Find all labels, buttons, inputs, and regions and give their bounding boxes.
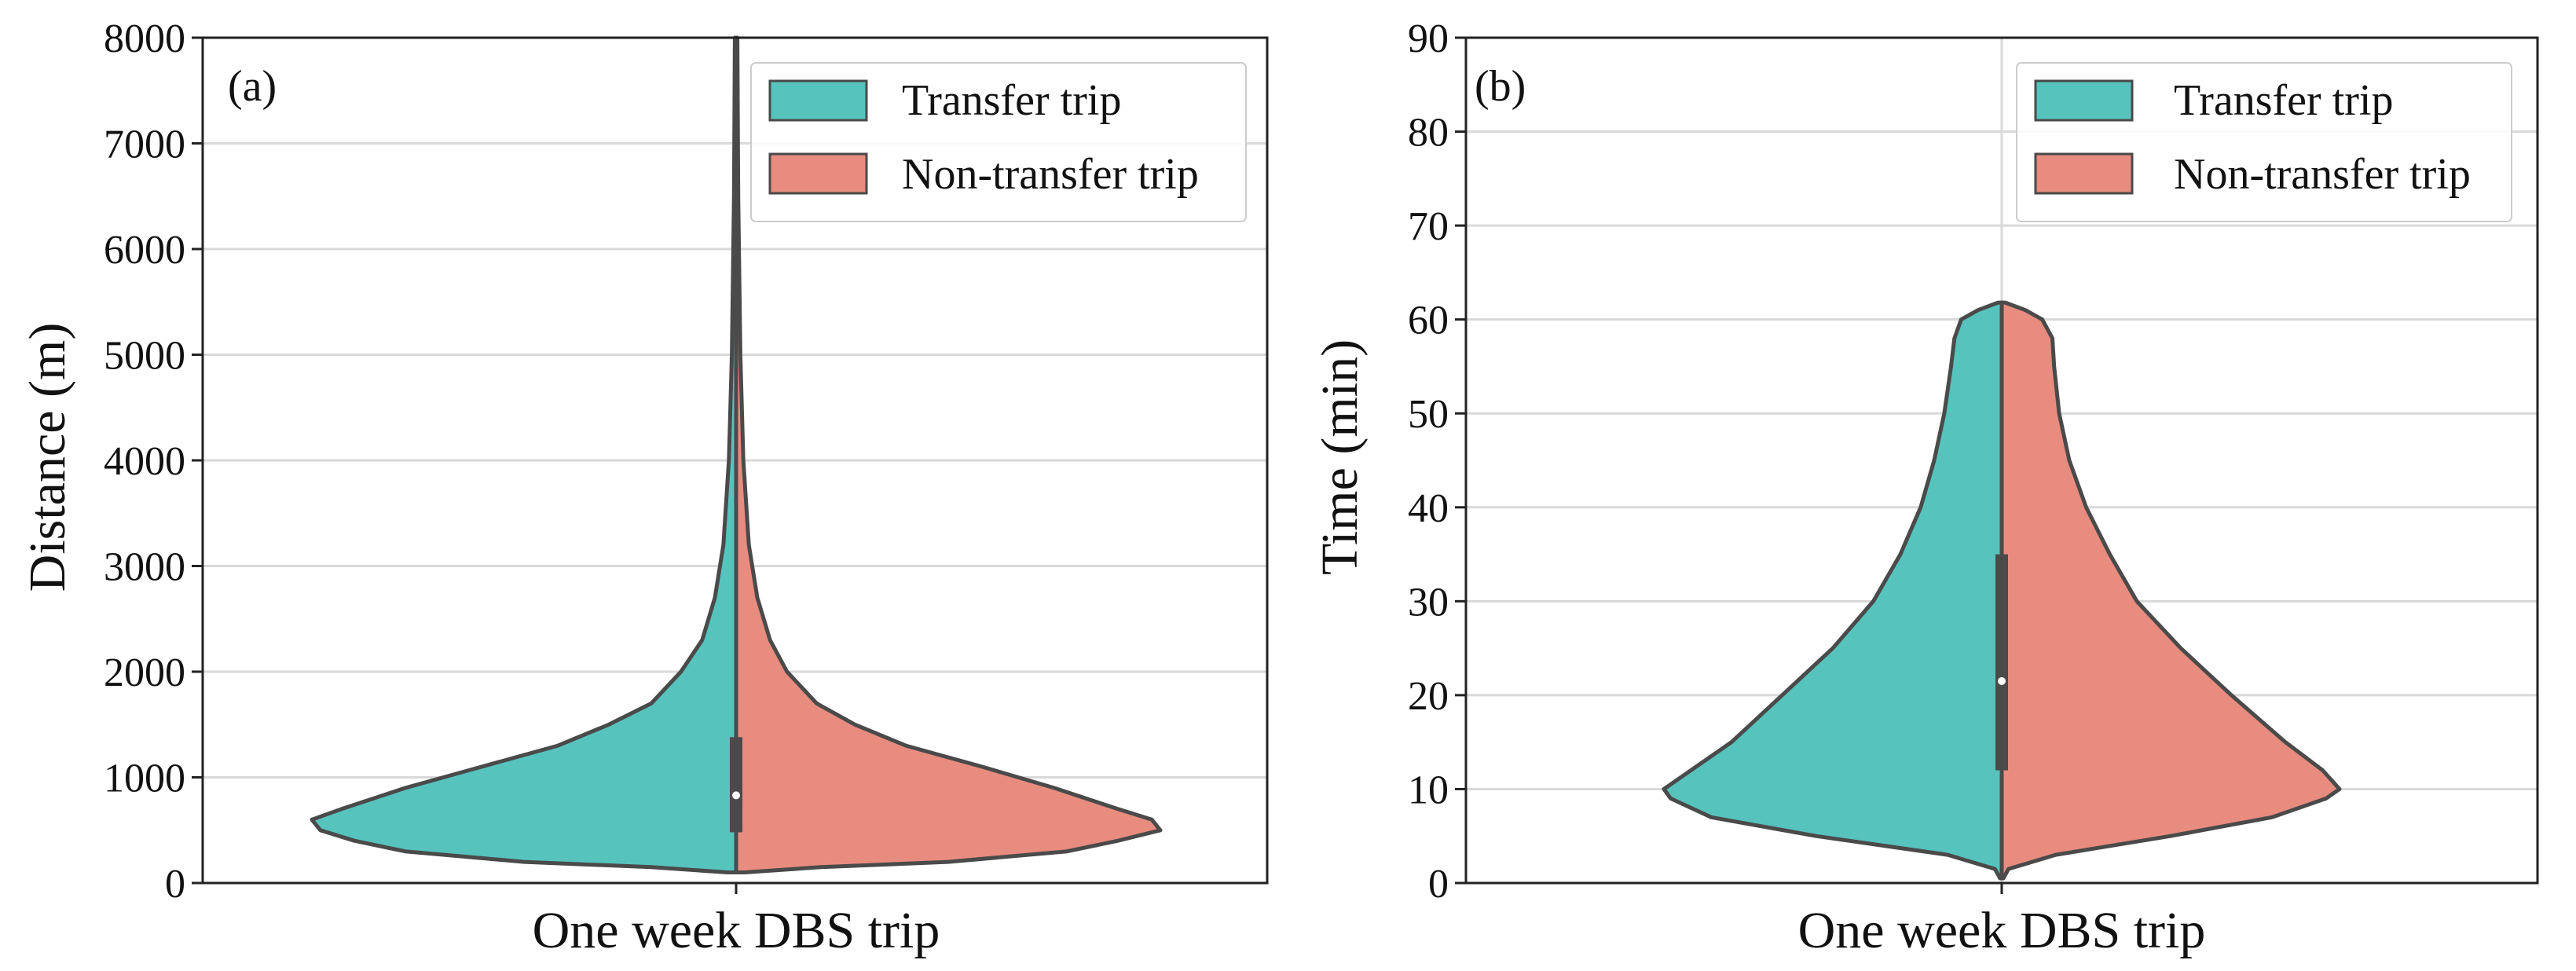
y-tick-label: 0 bbox=[1428, 862, 1449, 907]
x-axis-label: One week DBS trip bbox=[533, 902, 940, 959]
legend-frame bbox=[2016, 62, 2512, 222]
y-tick-label: 6000 bbox=[104, 228, 185, 273]
y-axis-label: Time (min) bbox=[1311, 339, 1369, 575]
legend-swatch-non-transfer bbox=[2034, 152, 2134, 195]
panel-label: (a) bbox=[228, 62, 277, 111]
legend-label-transfer: Transfer trip bbox=[902, 76, 1121, 125]
y-tick-label: 40 bbox=[1408, 486, 1449, 531]
legend-label-non-transfer: Non-transfer trip bbox=[902, 150, 1199, 199]
x-axis-label: One week DBS trip bbox=[1798, 902, 2206, 959]
legend-frame bbox=[750, 62, 1247, 222]
violin-half-transfer bbox=[1662, 300, 2004, 881]
y-tick-label: 1000 bbox=[104, 757, 185, 801]
y-tick-label: 50 bbox=[1408, 392, 1449, 437]
y-tick-label: 2000 bbox=[104, 650, 185, 695]
panel-b-time: 0 10 20 30 40 50 60 70 80 90 (b) One week DBS tri… bbox=[1311, 16, 2539, 959]
iqr-box bbox=[1995, 554, 2008, 771]
legend-swatch-non-transfer bbox=[768, 152, 868, 195]
y-tick-label: 0 bbox=[165, 862, 185, 907]
legend-swatch-transfer bbox=[2034, 79, 2134, 122]
violin-half-transfer bbox=[310, 35, 738, 874]
legend-label-non-transfer: Non-transfer trip bbox=[2174, 150, 2471, 199]
iqr-box bbox=[730, 737, 742, 833]
y-tick-label: 20 bbox=[1408, 674, 1449, 719]
legend-label-transfer: Transfer trip bbox=[2174, 76, 2393, 125]
y-tick-label: 90 bbox=[1408, 16, 1449, 61]
violin-half-non-transfer bbox=[734, 35, 1163, 874]
y-tick-label: 3000 bbox=[104, 545, 185, 590]
y-tick-label: 60 bbox=[1408, 299, 1449, 343]
y-tick-label: 8000 bbox=[104, 16, 185, 61]
y-tick-label: 80 bbox=[1408, 111, 1449, 156]
median-marker bbox=[732, 791, 740, 800]
legend-swatch-transfer bbox=[768, 79, 868, 122]
y-tick-label: 30 bbox=[1408, 580, 1449, 625]
violin-half-non-transfer bbox=[1999, 300, 2342, 881]
y-axis-label: Distance (m) bbox=[19, 323, 76, 592]
legend: Transfer trip Non-transfer trip bbox=[2016, 62, 2512, 222]
legend: Transfer trip Non-transfer trip bbox=[750, 62, 1247, 222]
y-tick-label: 70 bbox=[1408, 204, 1449, 249]
y-tick-label: 5000 bbox=[104, 334, 185, 379]
y-tick-label: 4000 bbox=[104, 439, 185, 484]
panel-a-distance: 0 1000 2000 3000 4000 5000 6000 7000 8000 (a) On… bbox=[19, 16, 1269, 959]
y-tick-label: 7000 bbox=[104, 123, 185, 167]
median-marker bbox=[1998, 676, 2006, 685]
panel-label: (b) bbox=[1475, 62, 1526, 111]
y-tick-label: 10 bbox=[1408, 768, 1449, 812]
